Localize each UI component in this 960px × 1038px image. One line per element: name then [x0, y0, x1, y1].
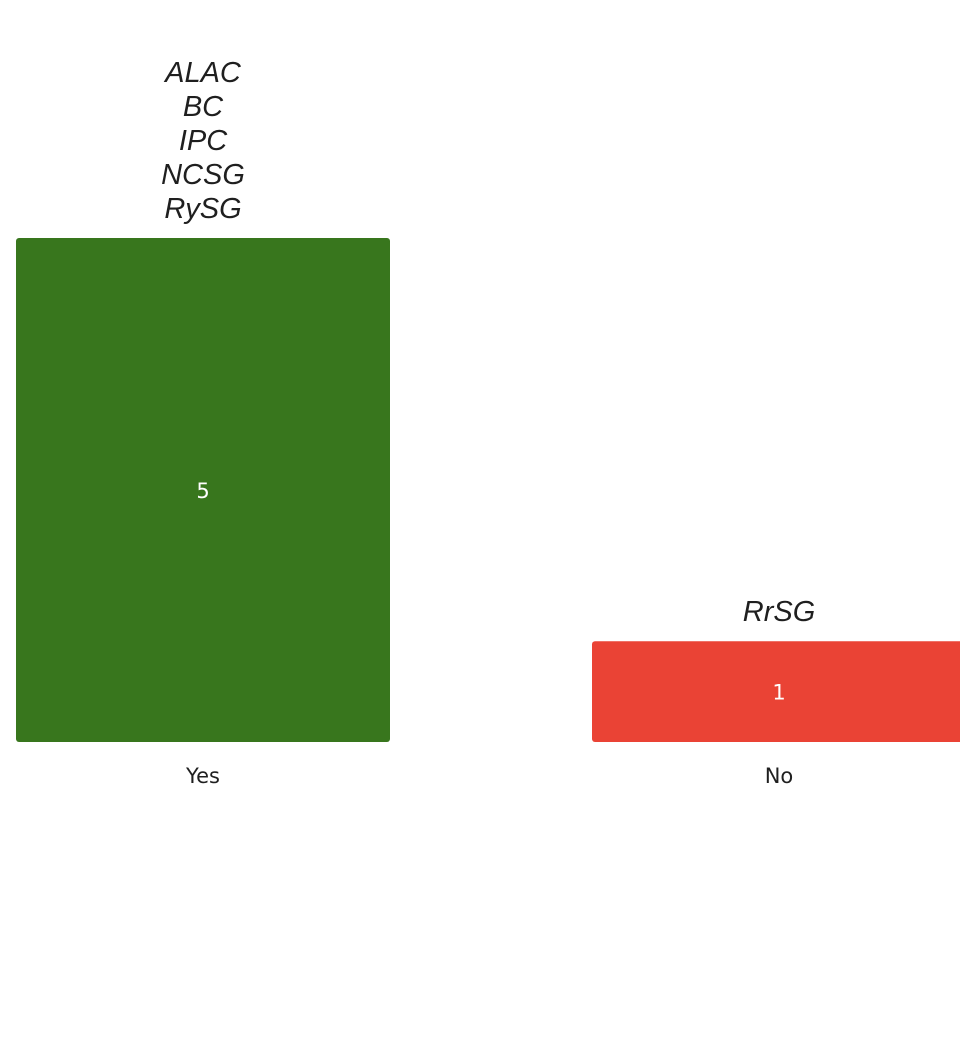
annotation-yes-1: BC	[183, 91, 224, 123]
x-tick-label-no: No	[765, 764, 794, 788]
bar-no	[592, 641, 960, 742]
bars-layer	[16, 238, 960, 742]
annotation-yes-0: ALAC	[163, 57, 242, 89]
annotation-no-0: RrSG	[743, 596, 816, 628]
bar-yes	[16, 238, 390, 742]
value-label-no: 1	[772, 681, 785, 705]
values-layer: 51	[196, 479, 785, 705]
annotation-yes-3: NCSG	[161, 159, 245, 191]
x-tick-label-yes: Yes	[185, 764, 220, 788]
value-label-yes: 5	[196, 479, 209, 503]
x-axis-ticks: Yes No	[185, 764, 793, 788]
annotation-yes-4: RySG	[164, 193, 241, 225]
annotation-yes-2: IPC	[179, 125, 228, 157]
